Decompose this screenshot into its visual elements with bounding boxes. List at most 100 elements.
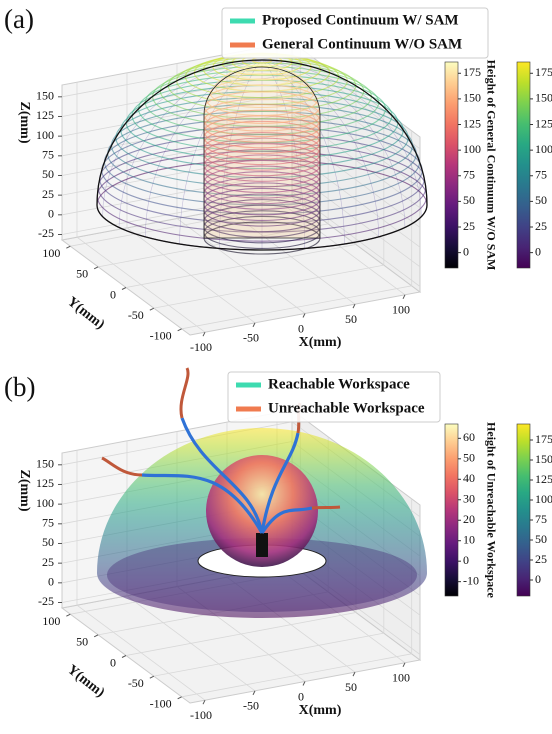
x-tick-label: -50	[243, 331, 259, 345]
colorbar-tick-label: 50	[463, 193, 475, 207]
colorbar-tick-label: 150	[463, 91, 481, 105]
colorbar-tick-label: 75	[535, 168, 547, 182]
z-axis-label: Z(mm)	[17, 102, 32, 144]
z-tick-label: 25	[42, 555, 54, 569]
colorbar-tick-label: 125	[535, 472, 552, 486]
trajectory-end	[312, 507, 340, 508]
colorbar	[517, 424, 530, 596]
x-tick-label: 0	[298, 689, 304, 703]
y-tick	[178, 697, 182, 699]
z-tick-label: -25	[38, 226, 54, 240]
x-tick-label: 50	[345, 680, 357, 694]
legend-label: Proposed Continuum W/ SAM	[262, 12, 459, 28]
x-tick-label: -100	[190, 708, 212, 722]
y-tick-label: 50	[76, 267, 88, 281]
colorbar-tick-label: 25	[463, 219, 475, 233]
y-tick	[150, 308, 154, 310]
colorbar-tick-label: 0	[535, 244, 541, 258]
x-axis-label: X(mm)	[299, 335, 342, 350]
colorbar-tick-label: 20	[463, 512, 475, 526]
colorbar-tick-label: 125	[463, 116, 481, 130]
z-tick-label: 25	[42, 187, 54, 201]
x-tick-label: 50	[345, 312, 357, 326]
inner-cap	[204, 67, 320, 238]
y-axis-label: Y(mm)	[64, 294, 107, 332]
colorbar-tick-label: 175	[535, 65, 552, 79]
figure: -100-50050100-100-50050100-2502550751001…	[0, 0, 552, 734]
z-tick-label: 100	[36, 496, 54, 510]
y-tick	[178, 329, 182, 331]
colorbar-tick-label: 30	[463, 492, 475, 506]
z-tick-label: 50	[42, 535, 54, 549]
z-tick-label: 75	[42, 516, 54, 530]
z-axis-label: Z(mm)	[17, 470, 32, 512]
y-tick	[66, 246, 70, 248]
colorbar-tick-label: 150	[535, 452, 552, 466]
colorbar-label: Height of General Continuum W/O SAM	[484, 60, 498, 271]
colorbar-tick-label: 50	[535, 532, 547, 546]
colorbar-tick-label: 0	[463, 244, 469, 258]
legend-label: Unreachable Workspace	[268, 400, 425, 416]
colorbar-tick-label: 100	[463, 142, 481, 156]
colorbar-tick-label: 175	[535, 432, 552, 446]
z-tick-label: 150	[36, 89, 54, 103]
colorbar-tick-label: 50	[463, 451, 475, 465]
y-tick-label: 100	[42, 246, 60, 260]
z-tick-label: 125	[36, 476, 54, 490]
colorbar-tick-label: 100	[535, 142, 552, 156]
colorbar-label: Height of Unreachable Workspace	[484, 422, 498, 599]
y-tick	[122, 656, 126, 658]
z-tick-label: 125	[36, 108, 54, 122]
x-tick-label: 100	[392, 671, 410, 685]
colorbar-tick-label: 150	[535, 91, 552, 105]
colorbar-tick-label: 60	[463, 430, 475, 444]
z-tick-label: 100	[36, 128, 54, 142]
colorbar-tick-label: 25	[535, 219, 547, 233]
colorbar	[445, 62, 458, 268]
y-tick-label: 0	[110, 287, 116, 301]
y-tick-label: -100	[150, 329, 172, 343]
trajectory-end	[181, 368, 188, 418]
colorbar-tick-label: 0	[463, 553, 469, 567]
z-tick-label: 75	[42, 148, 54, 162]
panel-label: (a)	[4, 4, 34, 34]
panel-label: (b)	[4, 372, 35, 402]
y-tick	[94, 267, 98, 269]
colorbar-tick-label: 100	[535, 492, 552, 506]
colorbar-tick-label: -10	[463, 573, 479, 587]
z-tick-label: 0	[48, 207, 54, 221]
x-tick-label: -50	[243, 699, 259, 713]
x-tick-label: 0	[298, 321, 304, 335]
colorbar-tick-label: 75	[535, 512, 547, 526]
colorbar-tick-label: 50	[535, 193, 547, 207]
x-tick-label: 100	[392, 303, 410, 317]
z-tick-label: 50	[42, 167, 54, 181]
y-tick-label: 50	[76, 635, 88, 649]
y-tick-label: 0	[110, 655, 116, 669]
colorbar	[517, 62, 530, 268]
y-tick-label: -50	[128, 308, 144, 322]
colorbar	[445, 424, 458, 596]
z-tick-label: -25	[38, 594, 54, 608]
y-tick-label: -100	[150, 697, 172, 711]
x-axis-label: X(mm)	[299, 703, 342, 718]
colorbar-tick-label: 40	[463, 471, 475, 485]
colorbar-tick-label: 75	[463, 168, 475, 182]
colorbar-tick-label: 25	[535, 552, 547, 566]
z-tick-label: 150	[36, 457, 54, 471]
legend-label: Reachable Workspace	[268, 376, 410, 392]
y-tick-label: -50	[128, 676, 144, 690]
base-block	[256, 533, 268, 557]
colorbar-tick-label: 175	[463, 65, 481, 79]
z-tick-label: 0	[48, 575, 54, 589]
y-axis-label: Y(mm)	[64, 662, 107, 700]
y-tick	[66, 614, 70, 616]
legend-label: General Continuum W/O SAM	[262, 36, 462, 52]
colorbar-tick-label: 10	[463, 532, 475, 546]
colorbar-tick-label: 125	[535, 116, 552, 130]
y-tick	[94, 635, 98, 637]
y-tick	[122, 288, 126, 290]
y-tick-label: 100	[42, 614, 60, 628]
y-tick	[150, 676, 154, 678]
x-tick-label: -100	[190, 340, 212, 354]
